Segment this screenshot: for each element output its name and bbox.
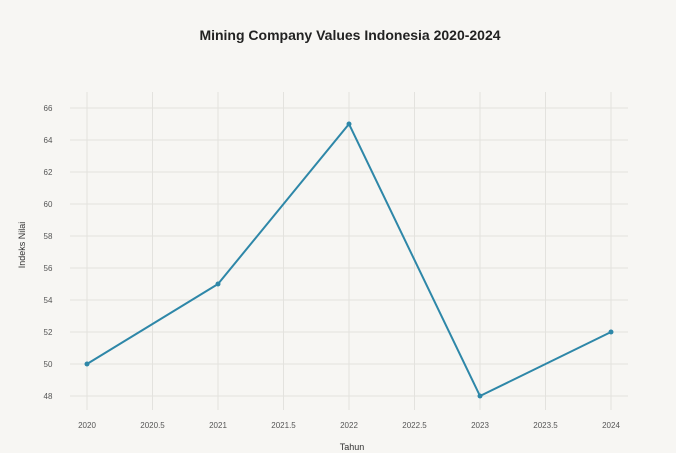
x-tick-label: 2024 — [602, 421, 620, 430]
grid — [70, 92, 628, 410]
data-point — [608, 329, 614, 335]
data-point — [215, 281, 221, 287]
x-tick-label: 2021.5 — [271, 421, 296, 430]
x-tick-label: 2021 — [209, 421, 227, 430]
series-layer — [84, 121, 614, 399]
x-tick-label: 2022.5 — [402, 421, 427, 430]
y-tick-label: 50 — [44, 360, 53, 369]
y-tick-label: 60 — [44, 200, 53, 209]
y-tick-label: 58 — [44, 232, 53, 241]
y-tick-label: 64 — [44, 136, 53, 145]
data-point — [477, 393, 483, 399]
y-tick-label: 62 — [44, 168, 53, 177]
y-axis-ticks: 48 50 52 54 56 58 60 62 64 66 — [44, 104, 53, 401]
y-tick-label: 66 — [44, 104, 53, 113]
y-tick-label: 54 — [44, 296, 53, 305]
y-tick-label: 48 — [44, 392, 53, 401]
chart-title: Mining Company Values Indonesia 2020-202… — [199, 27, 500, 43]
x-tick-label: 2022 — [340, 421, 358, 430]
x-tick-label: 2023.5 — [533, 421, 558, 430]
y-tick-label: 52 — [44, 328, 53, 337]
y-tick-label: 56 — [44, 264, 53, 273]
x-tick-label: 2020 — [78, 421, 96, 430]
x-tick-label: 2020.5 — [140, 421, 165, 430]
data-point — [84, 361, 90, 367]
x-axis-ticks: 2020 2020.5 2021 2021.5 2022 2022.5 2023 2023.5… — [78, 421, 620, 430]
x-tick-label: 2023 — [471, 421, 489, 430]
x-axis-label: Tahun — [340, 442, 365, 452]
y-axis-label: Indeks Nilai — [17, 222, 27, 269]
data-point — [346, 121, 352, 127]
